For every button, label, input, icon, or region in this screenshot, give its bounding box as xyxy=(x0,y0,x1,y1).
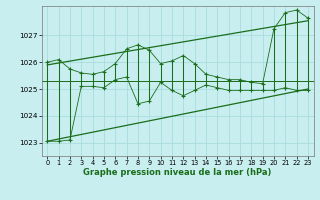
X-axis label: Graphe pression niveau de la mer (hPa): Graphe pression niveau de la mer (hPa) xyxy=(84,168,272,177)
